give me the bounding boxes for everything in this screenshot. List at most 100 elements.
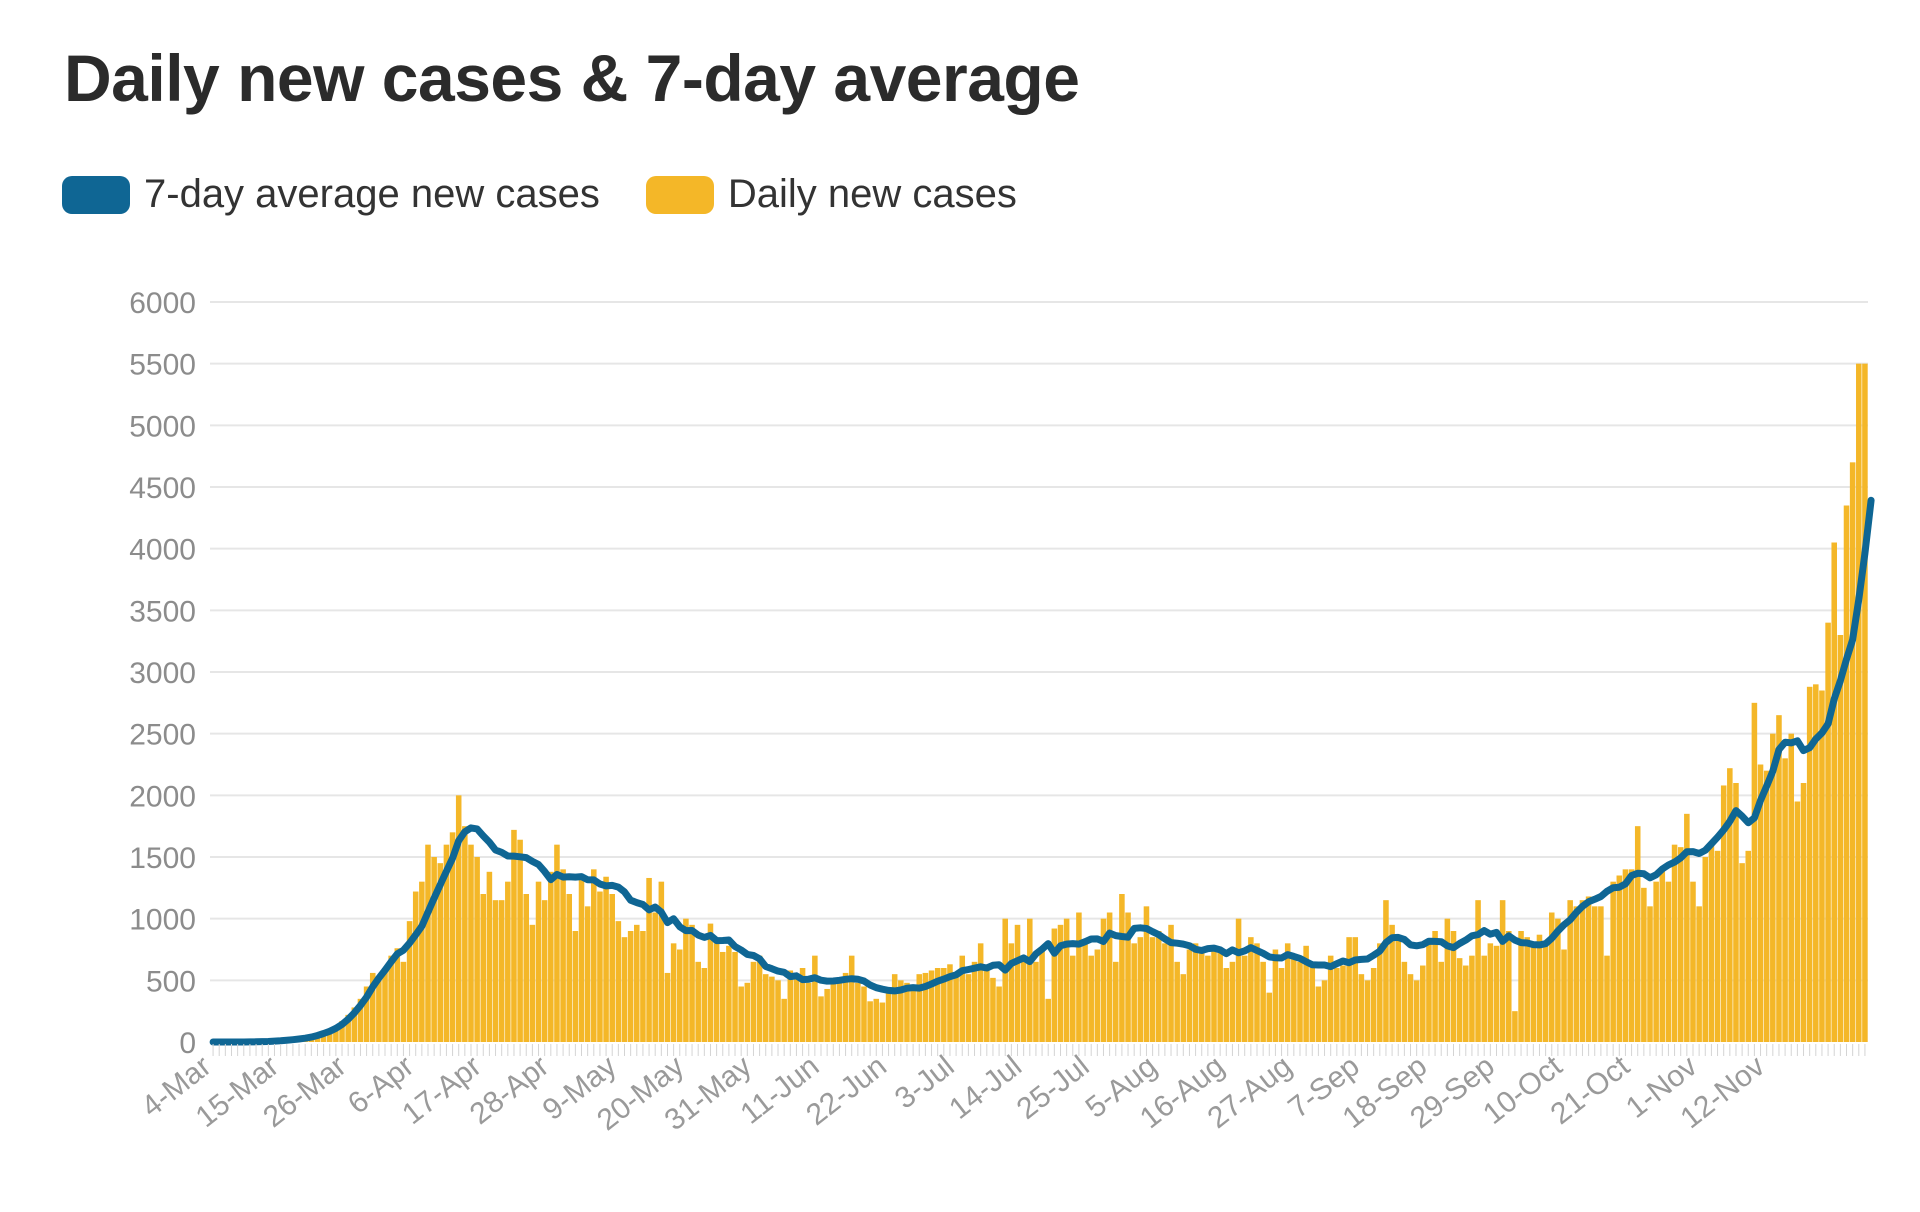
bar-day-53[interactable] bbox=[535, 881, 542, 1042]
bar-day-129[interactable] bbox=[1002, 918, 1008, 1042]
bar-day-139[interactable] bbox=[1063, 918, 1070, 1042]
bar-day-252[interactable] bbox=[1757, 764, 1764, 1043]
bar-day-50[interactable] bbox=[517, 839, 523, 1042]
bar-day-159[interactable] bbox=[1186, 949, 1193, 1043]
bar-day-154[interactable] bbox=[1155, 931, 1162, 1042]
bar-day-21[interactable] bbox=[339, 1021, 345, 1042]
bar-day-227[interactable] bbox=[1604, 955, 1610, 1042]
bar-day-247[interactable] bbox=[1727, 768, 1733, 1042]
bar-day-268[interactable] bbox=[1856, 363, 1862, 1043]
bar-day-74[interactable] bbox=[664, 972, 671, 1042]
bar-day-118[interactable] bbox=[934, 968, 941, 1042]
bar-day-27[interactable] bbox=[376, 977, 382, 1042]
bar-day-105[interactable] bbox=[855, 982, 861, 1042]
bar-day-87[interactable] bbox=[744, 982, 751, 1042]
bar-day-84[interactable] bbox=[726, 945, 732, 1042]
bar-day-35[interactable] bbox=[425, 844, 431, 1042]
bar-day-78[interactable] bbox=[689, 924, 695, 1042]
bar-day-58[interactable] bbox=[566, 894, 573, 1042]
bar-day-185[interactable] bbox=[1346, 937, 1352, 1042]
bar-day-39[interactable] bbox=[449, 832, 456, 1042]
bar-day-162[interactable] bbox=[1205, 955, 1211, 1042]
bar-day-245[interactable] bbox=[1714, 850, 1721, 1042]
bar-day-212[interactable] bbox=[1512, 1011, 1518, 1042]
bar-day-209[interactable] bbox=[1493, 945, 1500, 1042]
bar-day-109[interactable] bbox=[879, 1002, 886, 1042]
bar-day-72[interactable] bbox=[652, 912, 658, 1043]
bar-day-57[interactable] bbox=[560, 869, 566, 1042]
bar-day-187[interactable] bbox=[1358, 974, 1365, 1042]
bar-day-241[interactable] bbox=[1690, 881, 1696, 1042]
bar-day-191[interactable] bbox=[1383, 900, 1389, 1042]
bar-day-143[interactable] bbox=[1088, 955, 1094, 1042]
bar-day-181[interactable] bbox=[1321, 980, 1328, 1042]
bar-day-29[interactable] bbox=[388, 955, 394, 1042]
bar-day-183[interactable] bbox=[1334, 968, 1340, 1042]
bar-day-265[interactable] bbox=[1837, 635, 1844, 1042]
bar-day-37[interactable] bbox=[437, 863, 444, 1042]
bar-day-258[interactable] bbox=[1794, 801, 1801, 1043]
bar-day-186[interactable] bbox=[1352, 937, 1359, 1042]
bar-day-47[interactable] bbox=[498, 900, 505, 1042]
bar-day-134[interactable] bbox=[1033, 961, 1039, 1042]
bar-day-125[interactable] bbox=[977, 943, 984, 1042]
bar-day-210[interactable] bbox=[1499, 900, 1506, 1042]
bar-day-114[interactable] bbox=[910, 986, 916, 1043]
bar-day-77[interactable] bbox=[683, 918, 689, 1042]
bar-day-103[interactable] bbox=[842, 972, 849, 1042]
bar-day-62[interactable] bbox=[591, 869, 597, 1042]
bar-day-220[interactable] bbox=[1561, 949, 1567, 1043]
bar-day-216[interactable] bbox=[1536, 934, 1543, 1042]
bar-day-22[interactable] bbox=[345, 1014, 351, 1042]
bar-day-28[interactable] bbox=[382, 968, 388, 1042]
bar-day-40[interactable] bbox=[455, 795, 462, 1042]
bar-day-146[interactable] bbox=[1106, 912, 1113, 1043]
bar-day-257[interactable] bbox=[1788, 733, 1795, 1042]
bar-day-83[interactable] bbox=[719, 951, 726, 1042]
bar-day-42[interactable] bbox=[468, 844, 474, 1042]
bar-day-234[interactable] bbox=[1647, 906, 1653, 1042]
bar-day-195[interactable] bbox=[1407, 974, 1414, 1042]
bar-day-43[interactable] bbox=[474, 857, 480, 1042]
bar-day-24[interactable] bbox=[357, 998, 364, 1042]
bar-day-232[interactable] bbox=[1634, 826, 1641, 1042]
bar-day-167[interactable] bbox=[1235, 918, 1242, 1042]
bar-day-76[interactable] bbox=[676, 949, 683, 1043]
bar-day-82[interactable] bbox=[713, 943, 720, 1042]
bar-day-64[interactable] bbox=[603, 876, 609, 1042]
bar-day-153[interactable] bbox=[1149, 937, 1156, 1042]
bar-day-32[interactable] bbox=[406, 921, 413, 1042]
bar-day-211[interactable] bbox=[1505, 931, 1512, 1042]
bar-day-19[interactable] bbox=[326, 1029, 333, 1042]
bar-day-158[interactable] bbox=[1180, 974, 1187, 1042]
bar-day-230[interactable] bbox=[1622, 869, 1629, 1042]
bar-day-68[interactable] bbox=[627, 931, 634, 1042]
bar-day-219[interactable] bbox=[1555, 918, 1561, 1042]
bar-day-253[interactable] bbox=[1763, 770, 1770, 1042]
bar-day-133[interactable] bbox=[1027, 918, 1033, 1042]
bar-day-30[interactable] bbox=[394, 948, 401, 1042]
bar-day-112[interactable] bbox=[898, 980, 904, 1042]
bar-day-132[interactable] bbox=[1020, 955, 1027, 1042]
bar-day-122[interactable] bbox=[959, 955, 966, 1042]
bar-day-106[interactable] bbox=[861, 986, 867, 1043]
bar-day-222[interactable] bbox=[1573, 906, 1580, 1042]
bar-day-215[interactable] bbox=[1530, 943, 1537, 1042]
bar-day-151[interactable] bbox=[1137, 937, 1144, 1042]
bar-day-20[interactable] bbox=[333, 1025, 339, 1042]
bar-day-25[interactable] bbox=[363, 986, 370, 1043]
bar-day-108[interactable] bbox=[873, 998, 880, 1042]
bar-day-197[interactable] bbox=[1420, 965, 1426, 1042]
bar-day-141[interactable] bbox=[1076, 912, 1082, 1043]
bar-day-254[interactable] bbox=[1770, 733, 1776, 1042]
bar-day-218[interactable] bbox=[1548, 912, 1555, 1043]
bar-day-244[interactable] bbox=[1708, 844, 1715, 1042]
bar-day-69[interactable] bbox=[634, 924, 640, 1042]
bar-day-97[interactable] bbox=[805, 982, 812, 1042]
bar-day-256[interactable] bbox=[1782, 758, 1788, 1042]
bar-day-65[interactable] bbox=[609, 894, 615, 1042]
bar-day-198[interactable] bbox=[1426, 943, 1432, 1042]
bar-day-107[interactable] bbox=[867, 1001, 873, 1042]
bar-day-144[interactable] bbox=[1094, 949, 1101, 1043]
bar-day-123[interactable] bbox=[965, 974, 972, 1042]
